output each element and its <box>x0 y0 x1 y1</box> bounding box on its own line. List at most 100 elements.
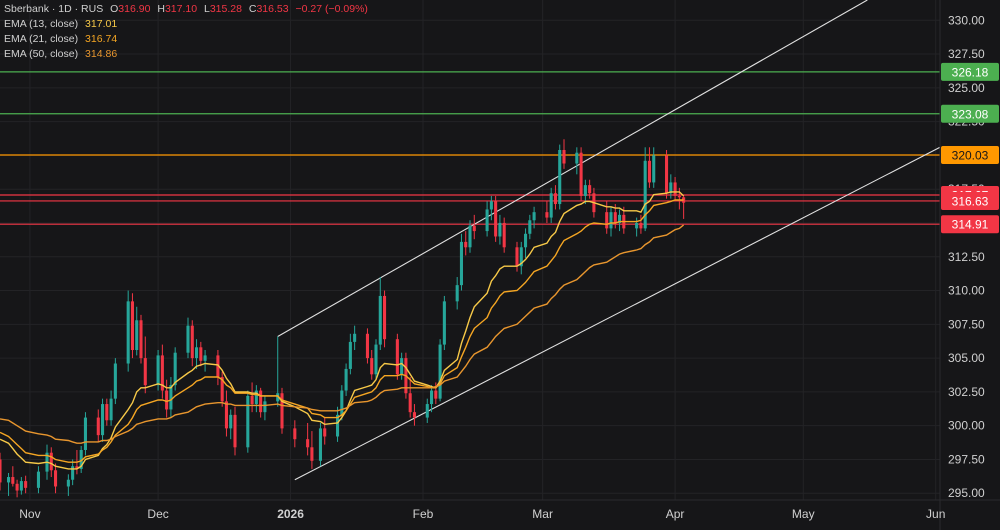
ema-lines <box>0 191 685 470</box>
candle-body <box>639 222 643 229</box>
candle-body <box>673 182 677 196</box>
ema-50-row[interactable]: EMA (50, close) 314.86 <box>4 48 118 60</box>
candle-body <box>336 414 340 437</box>
candle-body <box>186 325 190 353</box>
candle-body <box>11 477 15 484</box>
time-tick-label: Mar <box>532 507 553 521</box>
time-tick-label: Nov <box>19 507 40 521</box>
candle-body <box>579 152 583 196</box>
candle-body <box>519 247 523 267</box>
price-tick-label: 310.00 <box>948 284 985 298</box>
candle-body <box>430 390 434 405</box>
candle-body <box>126 301 130 364</box>
candle-body <box>348 341 352 369</box>
candle-body <box>105 404 109 421</box>
candle-body <box>412 412 416 418</box>
price-tick-label: 325.00 <box>948 81 985 95</box>
candle-body <box>75 466 79 469</box>
candle-body <box>528 220 532 234</box>
price-axis-bg <box>940 0 1000 530</box>
candle-body <box>130 301 134 350</box>
candle-body <box>101 404 105 436</box>
candle-body <box>532 212 536 221</box>
candle-body <box>220 377 224 402</box>
channel-lines[interactable] <box>277 0 941 481</box>
candle-body <box>682 197 686 203</box>
time-tick-label: Apr <box>666 507 685 521</box>
candle-body <box>442 301 446 345</box>
candle-body <box>498 222 502 237</box>
candle-body <box>259 390 263 413</box>
candle-body <box>276 393 280 402</box>
time-axis-bg <box>0 500 1000 530</box>
level-price-tag: 316.63 <box>941 191 999 210</box>
candle-body <box>109 398 113 421</box>
candle-body <box>71 466 75 480</box>
ema-21-value: 316.74 <box>85 33 118 45</box>
level-tag-label: 323.08 <box>952 107 989 121</box>
candle-body <box>66 479 70 487</box>
candle-body <box>434 390 438 399</box>
candle-body <box>340 390 344 415</box>
price-axis[interactable]: 295.00 297.50 300.00 302.50 305.00 307.50 310.… <box>940 0 1000 530</box>
time-tick-label: May <box>792 507 815 521</box>
channel-lower-line[interactable] <box>294 146 941 481</box>
price-tick-label: 297.50 <box>948 452 985 466</box>
channel-upper-line[interactable] <box>277 0 868 337</box>
candle-body <box>605 212 609 229</box>
candle-body <box>553 193 557 205</box>
candle-body <box>96 417 100 436</box>
symbol-label[interactable]: Sberbank · 1D · RUS <box>4 3 104 15</box>
candle-body <box>378 295 382 345</box>
candle-body <box>494 201 498 237</box>
candle-body <box>113 363 117 399</box>
candle-body <box>618 214 622 223</box>
candle-body <box>515 247 519 267</box>
open-value: 316.90 <box>118 3 151 15</box>
candle-body <box>575 152 579 164</box>
candle-body <box>459 241 463 286</box>
price-tick-label: 302.50 <box>948 385 985 399</box>
ema-21-row[interactable]: EMA (21, close) 316.74 <box>4 33 118 45</box>
candle-body <box>203 355 207 361</box>
candle-body <box>79 450 83 469</box>
time-tick-label: Dec <box>147 507 168 521</box>
horizontal-levels[interactable] <box>0 71 940 225</box>
candle-body <box>353 333 357 342</box>
candle-body <box>139 320 143 359</box>
candle-body <box>310 447 314 461</box>
change-value: −0.27 (−0.09%) <box>295 3 368 15</box>
ema-line-2 <box>0 224 685 444</box>
chart-legend: Sberbank · 1D · RUS O316.90 H317.10 L315… <box>4 2 368 62</box>
candle-body <box>383 295 387 340</box>
candle-body <box>19 481 23 491</box>
candle-body <box>195 347 199 359</box>
candle-body <box>438 344 442 399</box>
symbol-row[interactable]: Sberbank · 1D · RUS O316.90 H317.10 L315… <box>4 3 368 15</box>
candle-body <box>472 225 476 232</box>
candle-body <box>306 439 310 448</box>
level-price-tag: 323.08 <box>941 104 999 123</box>
candle-body <box>323 428 327 437</box>
candle-body <box>502 222 506 248</box>
candle-body <box>160 355 164 391</box>
ema-13-value: 317.01 <box>85 18 118 30</box>
candle-body <box>344 368 348 391</box>
ema-13-row[interactable]: EMA (13, close) 317.01 <box>4 18 118 30</box>
candle-body <box>83 417 87 450</box>
low-value: 315.28 <box>209 3 242 15</box>
candle-body <box>216 355 220 378</box>
candle-body <box>224 401 228 429</box>
candle-body <box>24 481 28 488</box>
candle-body <box>246 395 250 448</box>
candle-body <box>190 325 194 359</box>
candle-body <box>7 477 11 483</box>
candle-body <box>588 185 592 194</box>
candle-body <box>613 212 617 223</box>
candle-body <box>549 193 553 218</box>
high-value: 317.10 <box>164 3 198 15</box>
candle-body <box>562 150 566 164</box>
